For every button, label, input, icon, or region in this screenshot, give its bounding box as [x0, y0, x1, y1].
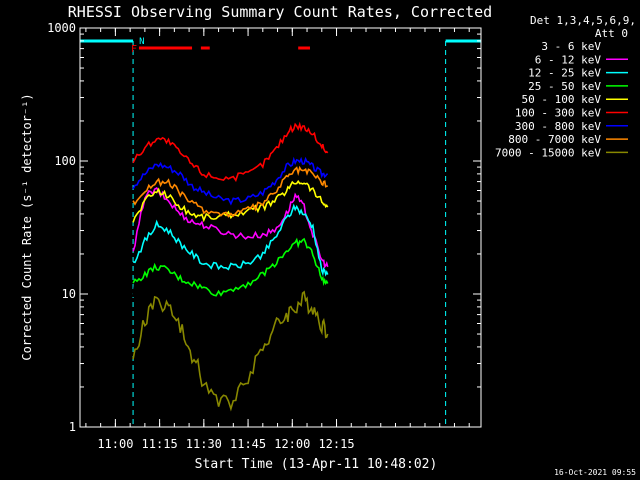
flare-label: F [131, 44, 137, 55]
series-line-8 [132, 290, 329, 412]
legend-label-7: 800 - 7000 keV [508, 133, 601, 146]
series-line-5 [132, 121, 329, 183]
x-axis-label: Start Time (13-Apr-11 10:48:02) [195, 457, 438, 472]
x-tick-label-1: 11:15 [142, 437, 178, 451]
plot-frame [79, 27, 482, 428]
legend-label-2: 12 - 25 keV [528, 67, 601, 80]
x-tick-label-5: 12:15 [318, 437, 354, 451]
y-axis-label: Corrected Count Rate (s⁻¹ detector⁻¹) [20, 93, 34, 360]
x-tick-label-0: 11:00 [97, 437, 133, 451]
night-label: N [139, 37, 144, 47]
legend-label-3: 25 - 50 keV [528, 80, 601, 93]
plot-area: NF [80, 37, 481, 427]
legend-label-5: 100 - 300 keV [515, 107, 601, 120]
series-line-6 [132, 156, 329, 206]
chart-title: RHESSI Observing Summary Count Rates, Co… [68, 3, 492, 21]
legend-header-line-2: Att 0 [595, 27, 628, 40]
x-tick-label-4: 12:00 [274, 437, 310, 451]
y-tick-label-2: 100 [54, 154, 76, 168]
timestamp: 16-Oct-2021 09:55 [554, 468, 636, 477]
x-tick-label-2: 11:30 [186, 437, 222, 451]
y-tick-label-3: 1000 [47, 21, 76, 35]
legend-label-4: 50 - 100 keV [522, 93, 602, 106]
series-line-7 [132, 165, 328, 218]
y-tick-label-0: 1 [69, 420, 76, 434]
legend-label-0: 3 - 6 keV [541, 40, 601, 53]
series-line-2 [132, 203, 329, 277]
series-line-3 [132, 237, 329, 297]
legend-label-1: 6 - 12 keV [535, 53, 602, 66]
legend-label-6: 300 - 800 keV [515, 120, 601, 133]
legend-header-line-1: Det 1,3,4,5,6,9, [530, 14, 636, 27]
x-tick-label-3: 11:45 [230, 437, 266, 451]
y-tick-label-1: 10 [62, 287, 76, 301]
axes: 1 10 100 1000 11:00 11:15 11:30 11:45 12:00 12:15 [47, 21, 482, 451]
legend-label-8: 7000 - 15000 keV [495, 146, 601, 159]
